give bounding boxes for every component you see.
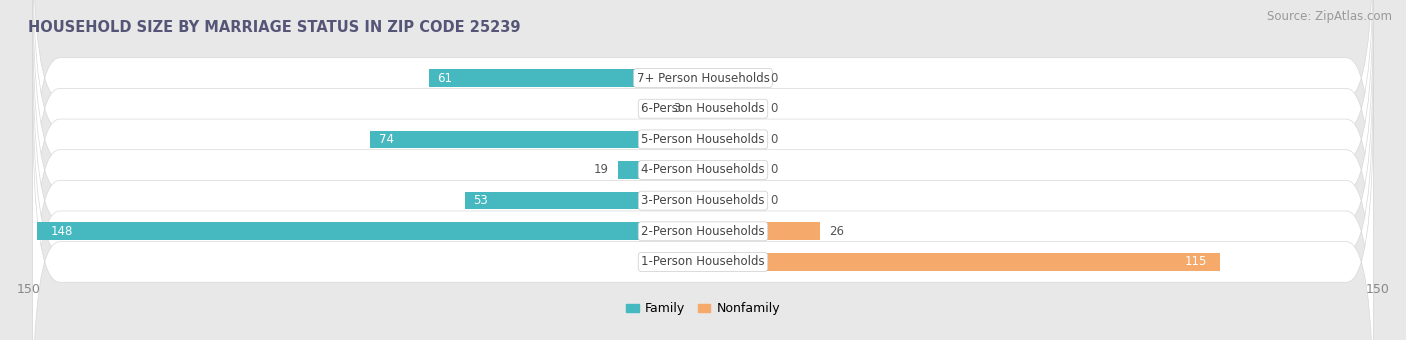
Bar <box>429 69 703 87</box>
Bar <box>703 192 748 209</box>
Text: 5-Person Households: 5-Person Households <box>641 133 765 146</box>
Text: HOUSEHOLD SIZE BY MARRIAGE STATUS IN ZIP CODE 25239: HOUSEHOLD SIZE BY MARRIAGE STATUS IN ZIP… <box>28 20 520 35</box>
Text: 4-Person Households: 4-Person Households <box>641 164 765 176</box>
Bar <box>703 69 748 87</box>
Text: 61: 61 <box>437 71 453 85</box>
Bar <box>703 253 1220 271</box>
Text: 0: 0 <box>770 133 778 146</box>
Text: 1-Person Households: 1-Person Households <box>641 255 765 269</box>
Bar <box>703 161 748 179</box>
FancyBboxPatch shape <box>32 68 1374 340</box>
Text: 0: 0 <box>770 164 778 176</box>
Text: 0: 0 <box>770 71 778 85</box>
Bar <box>464 192 703 209</box>
Legend: Family, Nonfamily: Family, Nonfamily <box>621 298 785 320</box>
Bar <box>37 222 703 240</box>
Bar <box>617 161 703 179</box>
Text: 74: 74 <box>380 133 394 146</box>
Text: 3: 3 <box>673 102 681 115</box>
FancyBboxPatch shape <box>32 98 1374 340</box>
Text: Source: ZipAtlas.com: Source: ZipAtlas.com <box>1267 10 1392 23</box>
FancyBboxPatch shape <box>32 6 1374 334</box>
Text: 6-Person Households: 6-Person Households <box>641 102 765 115</box>
Text: 0: 0 <box>770 102 778 115</box>
Text: 7+ Person Households: 7+ Person Households <box>637 71 769 85</box>
Text: 3-Person Households: 3-Person Households <box>641 194 765 207</box>
Bar <box>703 131 748 148</box>
FancyBboxPatch shape <box>32 0 1374 242</box>
Bar <box>703 100 748 118</box>
Text: 19: 19 <box>593 164 609 176</box>
Text: 2-Person Households: 2-Person Households <box>641 225 765 238</box>
Text: 115: 115 <box>1184 255 1206 269</box>
Bar <box>370 131 703 148</box>
FancyBboxPatch shape <box>32 0 1374 272</box>
FancyBboxPatch shape <box>32 0 1374 303</box>
Bar <box>703 222 820 240</box>
FancyBboxPatch shape <box>32 37 1374 340</box>
Text: 53: 53 <box>474 194 488 207</box>
Text: 0: 0 <box>770 194 778 207</box>
Text: 26: 26 <box>830 225 844 238</box>
Text: 148: 148 <box>51 225 73 238</box>
Bar <box>689 100 703 118</box>
